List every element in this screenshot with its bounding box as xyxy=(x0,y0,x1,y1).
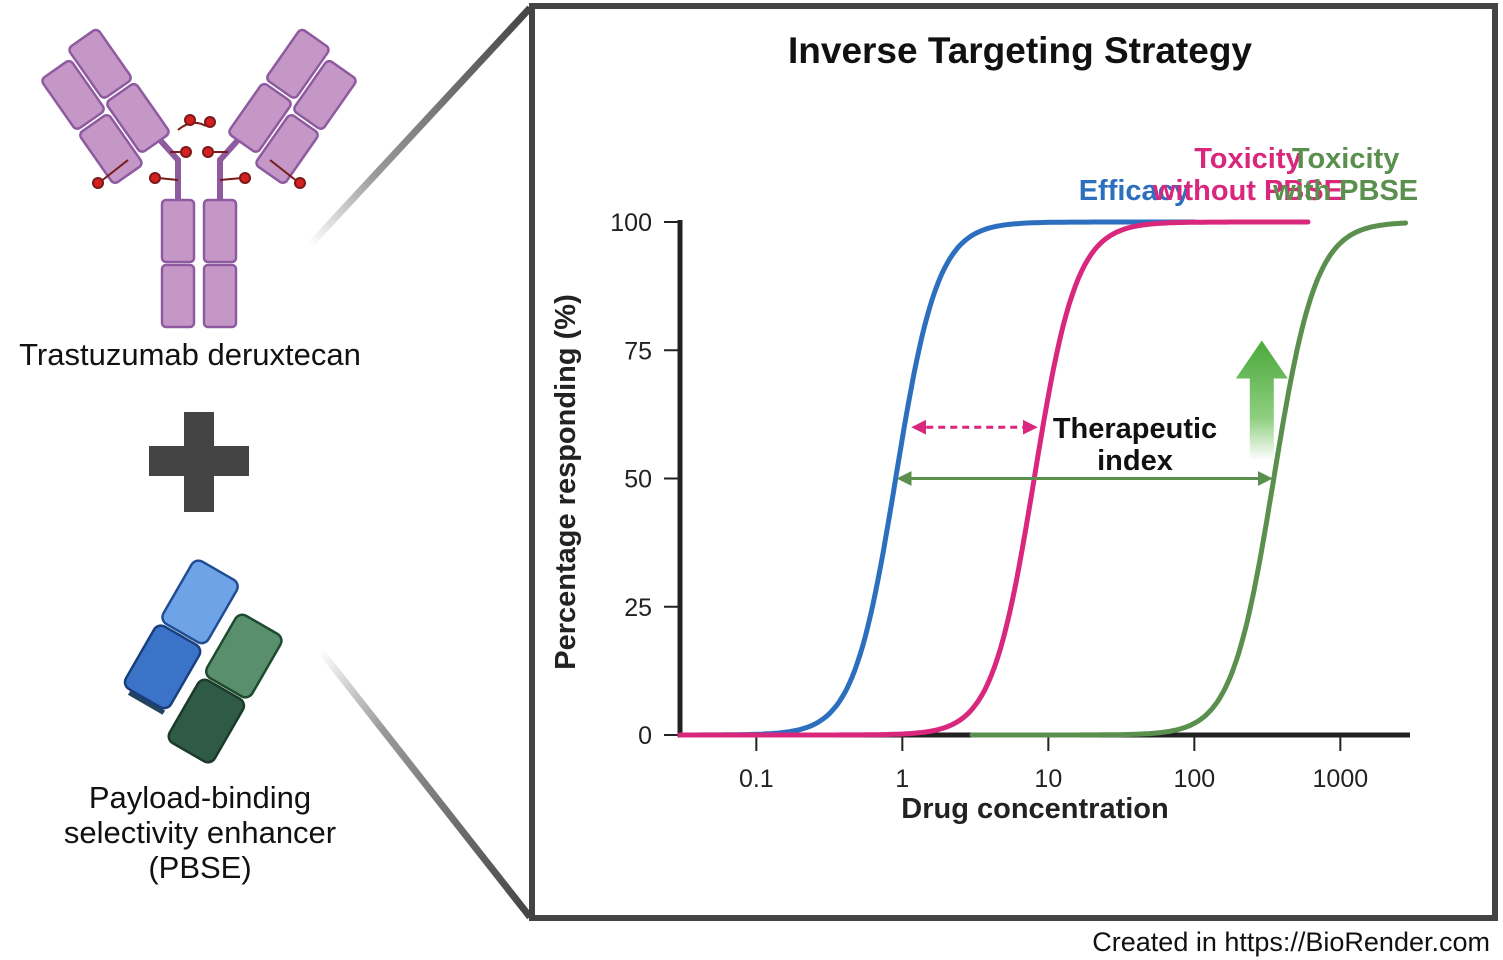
up-arrow-icon xyxy=(1235,340,1288,461)
x-tick-label: 1 xyxy=(895,765,909,793)
pbse-illustration xyxy=(123,559,283,764)
series-label-2: Toxicity xyxy=(1194,143,1301,175)
y-tick-label: 100 xyxy=(610,209,652,237)
x-tick-label: 1000 xyxy=(1313,765,1369,793)
fc-domain-left-lower xyxy=(160,263,196,329)
x-tick-label: 0.1 xyxy=(739,765,774,793)
y-tick-label: 0 xyxy=(638,722,652,750)
hinge-right xyxy=(217,137,241,200)
fab-arm-left xyxy=(41,28,170,185)
series-line-3 xyxy=(969,220,1409,738)
payload-stars xyxy=(92,114,306,189)
series-label-3: Toxicity xyxy=(1292,143,1399,175)
fc-domain-right-lower xyxy=(202,263,238,329)
series-label-3: with PBSE xyxy=(1272,175,1418,207)
y-tick-label: 50 xyxy=(624,466,652,494)
y-tick-label: 25 xyxy=(624,594,652,622)
connector-bottom xyxy=(317,647,533,920)
chart-frame xyxy=(529,3,1498,921)
pbse-label-line-2: selectivity enhancer xyxy=(64,815,336,850)
hinge-left xyxy=(157,137,181,200)
x-axis-label: Drug concentration xyxy=(901,793,1168,825)
credit-text: Created in https://BioRender.com xyxy=(1092,927,1490,957)
y-tick-label: 75 xyxy=(624,337,652,365)
fab-arm-right xyxy=(228,28,357,185)
antibody-illustration xyxy=(41,28,357,329)
fc-domain-right-upper xyxy=(202,198,238,264)
therapeutic-index-label-line-2: index xyxy=(1097,445,1173,477)
fc-domain-left-upper xyxy=(160,198,196,264)
y-axis-label: Percentage responding (%) xyxy=(550,294,582,669)
series-label-2: without PBSE xyxy=(1152,175,1343,207)
series-label-1: Efficacy xyxy=(1079,175,1190,207)
pbse-label-line-3: (PBSE) xyxy=(148,850,251,885)
x-tick-label: 100 xyxy=(1173,765,1215,793)
therapeutic-index-label-line-1: Therapeutic xyxy=(1053,413,1217,445)
antibody-label: Trastuzumab deruxtecan xyxy=(19,337,361,372)
plus-icon xyxy=(149,412,249,512)
chart-title: Inverse Targeting Strategy xyxy=(788,30,1252,71)
connector-top xyxy=(307,5,533,248)
pbse-label-line-1: Payload-binding xyxy=(89,780,311,815)
x-tick-label: 10 xyxy=(1034,765,1062,793)
series-line-2 xyxy=(677,219,1311,738)
